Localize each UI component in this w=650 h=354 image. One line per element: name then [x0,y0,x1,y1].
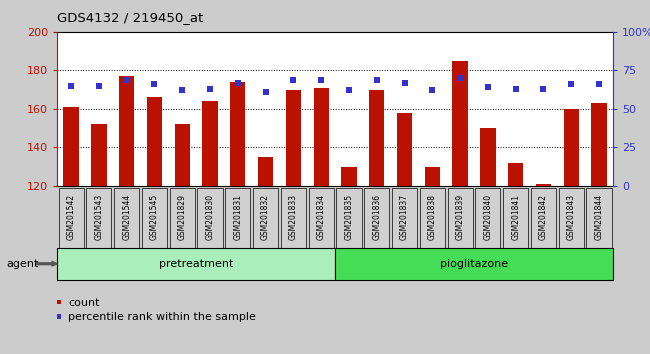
Point [344,87,354,93]
Bar [424,167,440,186]
Bar [313,88,329,186]
Point [455,75,465,81]
Point [66,83,76,88]
Text: GSM201840: GSM201840 [484,194,493,240]
Bar [369,90,384,186]
Text: GSM201542: GSM201542 [66,194,75,240]
Text: GSM201834: GSM201834 [317,194,326,240]
Point [205,86,215,92]
Text: GSM201833: GSM201833 [289,194,298,240]
Bar [230,82,246,186]
Point [594,81,604,87]
Bar [452,61,468,186]
Point [510,86,521,92]
Text: GSM201544: GSM201544 [122,194,131,240]
Bar [480,128,495,186]
Bar [258,157,273,186]
Point [427,87,437,93]
Point [399,80,410,86]
Text: pretreatment: pretreatment [159,259,233,269]
Bar [397,113,412,186]
Point [150,81,160,87]
Text: GSM201841: GSM201841 [511,194,520,240]
Point [566,81,577,87]
Point [372,77,382,82]
Bar [564,109,579,186]
Bar [64,107,79,186]
Text: GSM201838: GSM201838 [428,194,437,240]
Point [316,77,326,82]
Bar [341,167,357,186]
Text: agent: agent [6,259,39,269]
Bar [175,124,190,186]
Bar [91,124,107,186]
Text: GDS4132 / 219450_at: GDS4132 / 219450_at [57,11,203,24]
Bar [119,76,135,186]
Point [94,83,104,88]
Point [288,77,298,82]
Text: GSM201836: GSM201836 [372,194,382,240]
Bar [147,97,162,186]
Text: GSM201842: GSM201842 [539,194,548,240]
Point [538,86,549,92]
Point [261,89,271,95]
Point [122,77,132,82]
Bar [202,101,218,186]
Text: percentile rank within the sample: percentile rank within the sample [68,312,256,322]
Bar [508,163,523,186]
Point [233,80,243,86]
Text: count: count [68,298,99,308]
Text: GSM201835: GSM201835 [344,194,354,240]
Bar [536,184,551,186]
Text: pioglitazone: pioglitazone [440,259,508,269]
Text: GSM201831: GSM201831 [233,194,242,240]
Text: GSM201843: GSM201843 [567,194,576,240]
Text: GSM201837: GSM201837 [400,194,409,240]
Text: GSM201844: GSM201844 [595,194,604,240]
Text: GSM201832: GSM201832 [261,194,270,240]
Bar [286,90,301,186]
Bar [592,103,606,186]
Text: GSM201829: GSM201829 [177,194,187,240]
Text: GSM201545: GSM201545 [150,194,159,240]
Point [177,87,187,93]
Text: GSM201839: GSM201839 [456,194,465,240]
Text: GSM201830: GSM201830 [205,194,214,240]
Point [483,85,493,90]
Text: GSM201543: GSM201543 [94,194,103,240]
